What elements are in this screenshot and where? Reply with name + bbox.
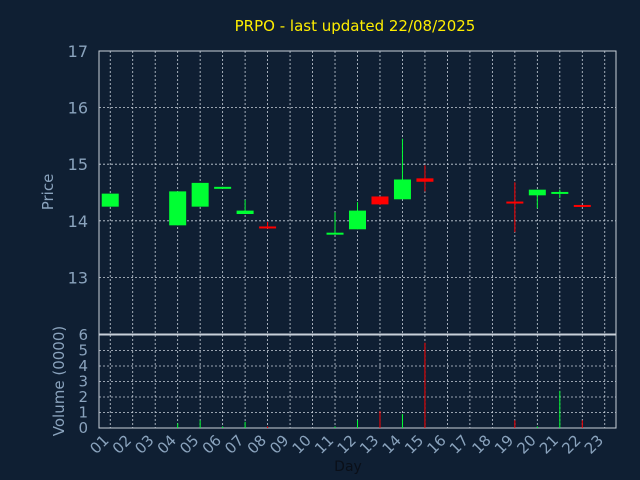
x-axis: 0102030405060708091011121314151617181920… xyxy=(86,431,607,457)
volume-tick-label: 5 xyxy=(78,342,88,360)
volume-tick-label: 4 xyxy=(78,357,88,375)
volume-axis-label: Volume (0000) xyxy=(50,326,68,436)
candle-body xyxy=(349,210,366,230)
candle-body xyxy=(528,189,546,196)
price-tick-label: 13 xyxy=(68,268,88,287)
candle-body xyxy=(416,178,434,182)
candle-body xyxy=(236,210,254,215)
candle-body xyxy=(551,191,569,194)
volume-tick-label: 3 xyxy=(78,373,88,391)
candle-body xyxy=(506,201,524,204)
volume-tick-label: 1 xyxy=(78,404,88,422)
price-axis-label: Price xyxy=(39,174,57,211)
x-tick-label: 23 xyxy=(581,431,607,457)
price-tick-label: 17 xyxy=(68,42,88,61)
candle-body xyxy=(573,204,591,207)
price-tick-label: 16 xyxy=(68,99,88,118)
candle-body xyxy=(393,179,411,200)
candle-body xyxy=(371,196,389,205)
volume-tick-label: 2 xyxy=(78,388,88,406)
volume-tick-label: 0 xyxy=(78,419,88,437)
candle-body xyxy=(191,182,209,207)
chart-title: PRPO - last updated 22/08/2025 xyxy=(235,17,476,35)
price-plot-frame xyxy=(98,50,617,335)
candle-body xyxy=(259,226,277,229)
candle-body xyxy=(101,193,119,207)
price-tick-label: 14 xyxy=(68,212,88,231)
x-axis-label: Day xyxy=(334,459,362,475)
candle-body xyxy=(169,191,187,226)
candle-body xyxy=(326,232,344,235)
price-tick-label: 15 xyxy=(68,155,88,174)
candle-body xyxy=(214,186,232,189)
volume-tick-label: 6 xyxy=(78,326,88,344)
price-panel: 13 14 15 16 17 xyxy=(68,42,617,335)
